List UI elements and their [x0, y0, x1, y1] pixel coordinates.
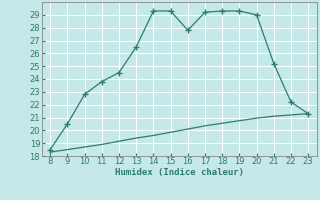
X-axis label: Humidex (Indice chaleur): Humidex (Indice chaleur): [115, 168, 244, 177]
